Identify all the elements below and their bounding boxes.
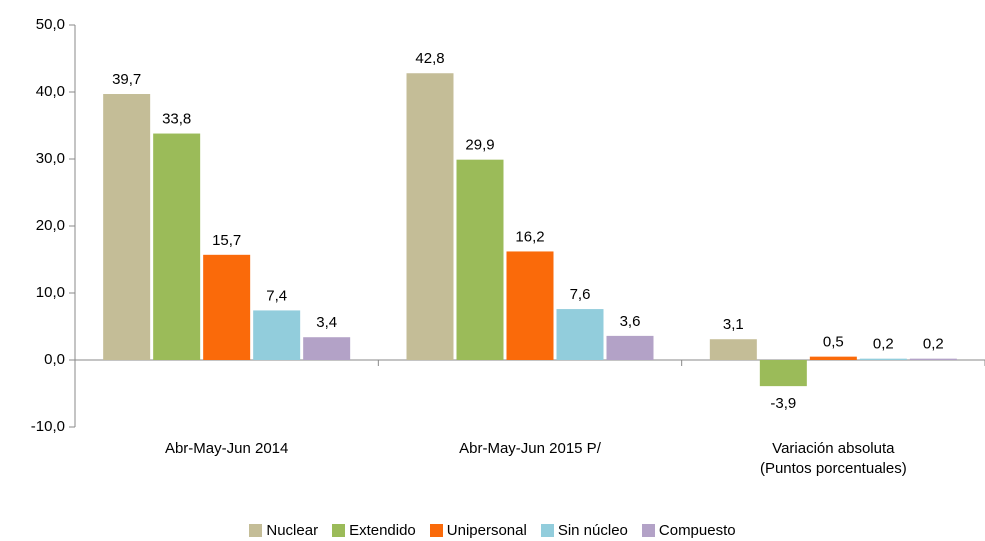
data-label: 3,4 bbox=[316, 314, 337, 331]
data-label: 15,7 bbox=[212, 232, 241, 249]
legend-label: Compuesto bbox=[658, 522, 736, 539]
bar bbox=[556, 309, 604, 360]
x-tick-label: Abr-May-Jun 2014 bbox=[164, 440, 289, 457]
bar bbox=[759, 360, 807, 387]
legend-item: Compuesto bbox=[641, 522, 736, 539]
y-tick-label: -10,0 bbox=[31, 418, 65, 435]
y-tick-label: 50,0 bbox=[36, 16, 65, 33]
legend-label: Extendido bbox=[349, 522, 416, 539]
legend: Nuclear Extendido Unipersonal Sin núcleo Com… bbox=[0, 522, 985, 539]
legend-label: Sin núcleo bbox=[557, 522, 628, 539]
data-label: 3,6 bbox=[620, 313, 641, 330]
bar bbox=[506, 251, 554, 360]
bar bbox=[709, 339, 757, 360]
legend-swatch bbox=[429, 524, 443, 537]
bar bbox=[153, 133, 201, 360]
legend-item: Extendido bbox=[332, 522, 416, 539]
bar bbox=[909, 358, 957, 360]
x-tick-label: Variación absoluta (Puntos porcentuales) bbox=[759, 440, 907, 477]
legend-swatch bbox=[540, 524, 554, 537]
legend-item: Sin núcleo bbox=[540, 522, 628, 539]
bar bbox=[859, 358, 907, 360]
y-tick-label: 30,0 bbox=[36, 150, 65, 167]
bar bbox=[303, 337, 351, 360]
data-label: 0,2 bbox=[923, 336, 944, 353]
bar bbox=[809, 356, 857, 360]
y-tick-label: 10,0 bbox=[36, 284, 65, 301]
bar bbox=[103, 94, 151, 360]
data-label: 33,8 bbox=[162, 111, 191, 128]
legend-swatch bbox=[641, 524, 655, 537]
bar bbox=[253, 310, 301, 360]
legend-item: Nuclear bbox=[249, 522, 318, 539]
data-label: 7,6 bbox=[570, 286, 591, 303]
legend-label: Nuclear bbox=[266, 522, 319, 539]
bar bbox=[456, 159, 504, 360]
legend-swatch bbox=[249, 524, 263, 537]
legend-label: Unipersonal bbox=[446, 522, 527, 539]
data-label: -3,9 bbox=[770, 395, 796, 412]
data-label: 3,1 bbox=[723, 316, 744, 333]
bar bbox=[203, 254, 251, 360]
data-label: 39,7 bbox=[112, 71, 141, 88]
data-label: 16,2 bbox=[515, 228, 544, 245]
bar bbox=[606, 335, 654, 360]
y-tick-label: 20,0 bbox=[36, 217, 65, 234]
legend-swatch bbox=[332, 524, 346, 537]
data-label: 42,8 bbox=[415, 50, 444, 67]
legend-item: Unipersonal bbox=[429, 522, 527, 539]
data-label: 0,2 bbox=[873, 336, 894, 353]
bar bbox=[406, 73, 454, 361]
data-label: 0,5 bbox=[823, 334, 844, 351]
y-tick-label: 40,0 bbox=[36, 83, 65, 100]
y-tick-label: 0,0 bbox=[44, 351, 65, 368]
data-label: 29,9 bbox=[465, 137, 494, 154]
x-tick-label: Abr-May-Jun 2015 P/ bbox=[459, 440, 601, 457]
data-label: 7,4 bbox=[266, 287, 287, 304]
